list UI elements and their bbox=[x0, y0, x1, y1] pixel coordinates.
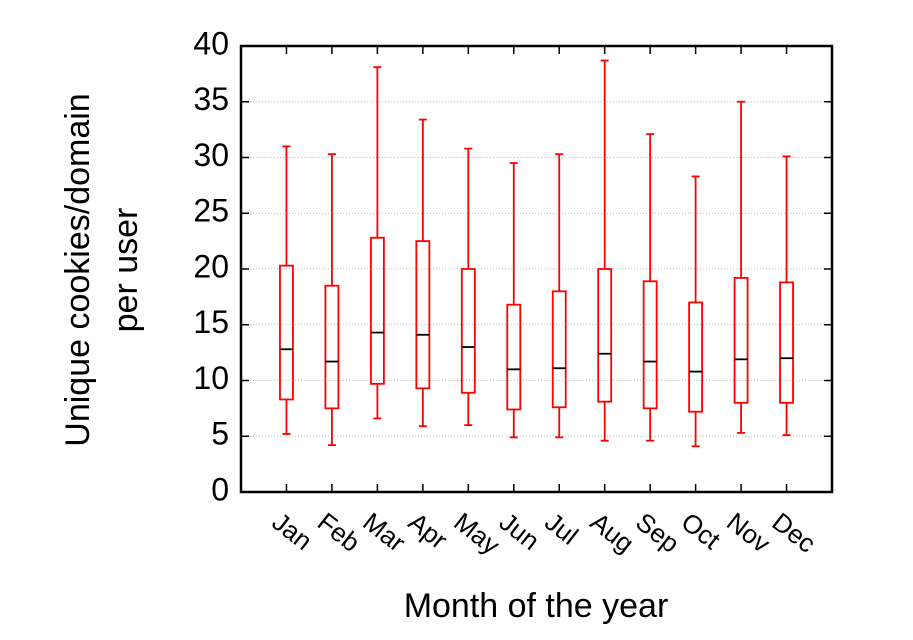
x-tick-label: May bbox=[448, 507, 505, 561]
x-tick-label: Dec bbox=[767, 507, 822, 559]
y-tick-label: 25 bbox=[193, 193, 229, 229]
box bbox=[460, 268, 476, 394]
box bbox=[415, 240, 431, 390]
plot-frame bbox=[239, 44, 834, 494]
box bbox=[642, 280, 658, 410]
x-tick-label: Mar bbox=[357, 507, 411, 558]
y-tick-label: 20 bbox=[193, 248, 229, 284]
box bbox=[597, 268, 613, 403]
x-tick-label: Aug bbox=[585, 507, 640, 559]
x-tick-label: Feb bbox=[312, 507, 366, 558]
box bbox=[688, 301, 704, 413]
y-axis-label: per user bbox=[107, 208, 145, 333]
box bbox=[733, 277, 749, 404]
box bbox=[279, 264, 294, 401]
box bbox=[779, 281, 794, 404]
x-tick-label: Oct bbox=[676, 507, 727, 556]
y-tick-label: 15 bbox=[193, 304, 229, 340]
y-tick-label: 30 bbox=[193, 137, 229, 173]
box bbox=[324, 284, 340, 410]
x-tick-label: Jun bbox=[494, 507, 546, 556]
y-tick-label: 10 bbox=[193, 360, 229, 396]
y-tick-label: 0 bbox=[211, 471, 229, 507]
y-tick-label: 40 bbox=[193, 25, 229, 61]
y-tick-label: 35 bbox=[193, 81, 229, 117]
box bbox=[551, 290, 567, 409]
x-tick-label: Nov bbox=[721, 507, 776, 559]
x-axis-label: Month of the year bbox=[404, 587, 669, 625]
box bbox=[506, 303, 522, 411]
y-axis-label: Unique cookies/domain bbox=[59, 93, 97, 446]
y-tick-label: 5 bbox=[211, 416, 229, 452]
x-tick-label: Sep bbox=[630, 507, 685, 559]
box bbox=[369, 236, 385, 385]
x-tick-label: Apr bbox=[403, 507, 454, 556]
x-tick-label: Jul bbox=[539, 507, 584, 551]
x-tick-label: Jan bbox=[267, 507, 319, 556]
